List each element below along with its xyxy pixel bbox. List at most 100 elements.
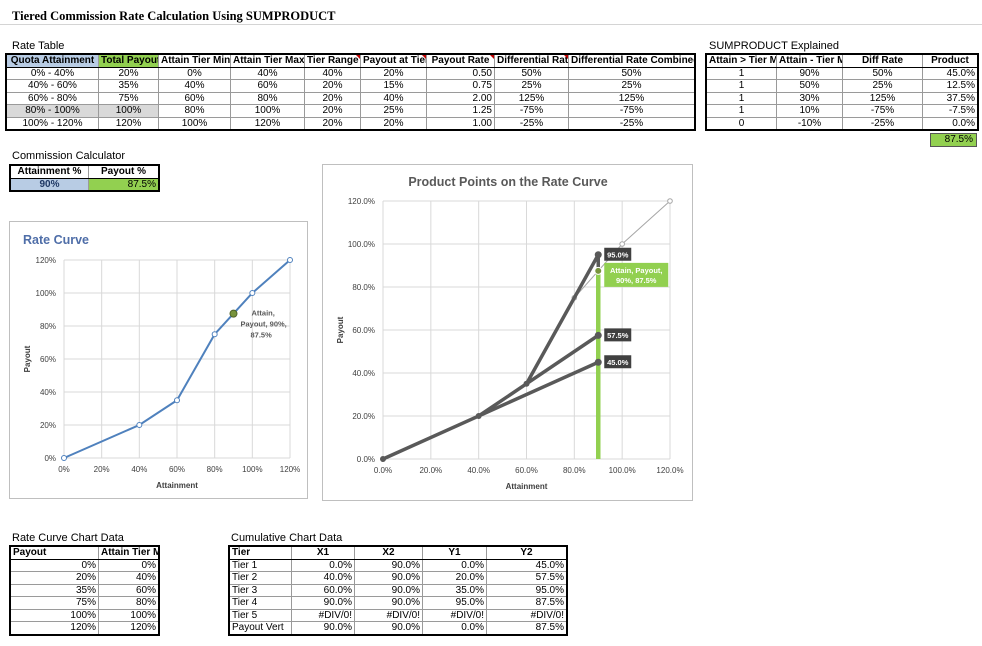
cumulative-data-cell[interactable]: 90.0% xyxy=(291,621,355,635)
rate-table-cell[interactable]: 60% xyxy=(158,91,231,105)
rate-table-cell[interactable]: 20% xyxy=(360,66,427,80)
cumulative-data-cell[interactable]: Payout Vert xyxy=(229,621,292,635)
rate-table-cell[interactable]: 20% xyxy=(304,104,361,118)
rate-table-cell[interactable]: 40% xyxy=(360,91,427,105)
cumulative-data-cell[interactable]: 95.0% xyxy=(422,596,487,610)
rate-table-cell[interactable]: 20% xyxy=(98,66,159,80)
sumproduct-cell[interactable]: 1 xyxy=(706,91,777,105)
rate-table-cell[interactable]: 100% xyxy=(158,116,231,130)
cumulative-data-cell[interactable]: 90.0% xyxy=(354,571,423,585)
sumproduct-cell[interactable]: 125% xyxy=(842,91,923,105)
rate-curve-data-cell[interactable]: 80% xyxy=(98,596,159,610)
rate-table-cell[interactable]: 0% - 40% xyxy=(6,66,99,80)
cumulative-data-cell[interactable]: #DIV/0! xyxy=(422,608,487,622)
cumulative-data-cell[interactable]: Tier 4 xyxy=(229,596,292,610)
rate-table-cell[interactable]: 25% xyxy=(568,79,695,93)
cumulative-data-cell[interactable]: 60.0% xyxy=(291,583,355,597)
rate-table-cell[interactable]: 15% xyxy=(360,79,427,93)
rate-table-cell[interactable]: -25% xyxy=(494,116,569,130)
rate-table-cell[interactable]: 0.50 xyxy=(426,66,495,80)
sumproduct-cell[interactable]: -10% xyxy=(776,116,843,130)
rate-table-cell[interactable]: 40% - 60% xyxy=(6,79,99,93)
sumproduct-cell[interactable]: -75% xyxy=(842,104,923,118)
cumulative-data-cell[interactable]: 0.0% xyxy=(422,558,487,572)
rate-curve-data-cell[interactable]: 0% xyxy=(98,558,159,572)
rate-table-cell[interactable]: 80% xyxy=(158,104,231,118)
cumulative-data-cell[interactable]: #DIV/0! xyxy=(486,608,567,622)
rate-table-cell[interactable]: 50% xyxy=(568,66,695,80)
rate-table-cell[interactable]: 0.75 xyxy=(426,79,495,93)
cumulative-data-cell[interactable]: #DIV/0! xyxy=(291,608,355,622)
sumproduct-cell[interactable]: 0.0% xyxy=(922,116,978,130)
rate-curve-data-cell[interactable]: 75% xyxy=(10,596,99,610)
rate-table-cell[interactable]: 120% xyxy=(98,116,159,130)
rate-table-cell[interactable]: -75% xyxy=(494,104,569,118)
rate-table-cell[interactable]: 20% xyxy=(360,116,427,130)
sumproduct-cell[interactable]: 1 xyxy=(706,104,777,118)
cumulative-data-cell[interactable]: 0.0% xyxy=(422,621,487,635)
rate-curve-data-cell[interactable]: 60% xyxy=(98,583,159,597)
rate-table-cell[interactable]: 40% xyxy=(158,79,231,93)
rate-table-cell[interactable]: 75% xyxy=(98,91,159,105)
rate-table-cell[interactable]: 100% - 120% xyxy=(6,116,99,130)
sumproduct-cell[interactable]: 1 xyxy=(706,66,777,80)
cumulative-data-cell[interactable]: Tier 3 xyxy=(229,583,292,597)
sumproduct-cell[interactable]: 12.5% xyxy=(922,79,978,93)
rate-curve-data-cell[interactable]: 35% xyxy=(10,583,99,597)
sumproduct-cell[interactable]: 10% xyxy=(776,104,843,118)
rate-table-cell[interactable]: 120% xyxy=(230,116,305,130)
rate-table-cell[interactable]: 100% xyxy=(230,104,305,118)
sumproduct-cell[interactable]: 0 xyxy=(706,116,777,130)
sumproduct-cell[interactable]: 37.5% xyxy=(922,91,978,105)
rate-curve-data-cell[interactable]: 120% xyxy=(10,621,99,635)
rate-table-cell[interactable]: 50% xyxy=(494,66,569,80)
rate-table-cell[interactable]: 125% xyxy=(568,91,695,105)
sumproduct-cell[interactable]: 50% xyxy=(776,79,843,93)
cumulative-data-cell[interactable]: 87.5% xyxy=(486,596,567,610)
rate-curve-data-cell[interactable]: 0% xyxy=(10,558,99,572)
rate-table-cell[interactable]: 0% xyxy=(158,66,231,80)
cumulative-data-cell[interactable]: 0.0% xyxy=(291,558,355,572)
sumproduct-cell[interactable]: 50% xyxy=(842,66,923,80)
cumulative-data-cell[interactable]: 45.0% xyxy=(486,558,567,572)
cumulative-data-cell[interactable]: 90.0% xyxy=(354,596,423,610)
cumulative-data-cell[interactable]: #DIV/0! xyxy=(354,608,423,622)
rate-curve-data-cell[interactable]: 100% xyxy=(10,608,99,622)
cumulative-data-cell[interactable]: 40.0% xyxy=(291,571,355,585)
cumulative-data-cell[interactable]: 90.0% xyxy=(354,558,423,572)
rate-table-cell[interactable]: 35% xyxy=(98,79,159,93)
rate-table-cell[interactable]: 25% xyxy=(494,79,569,93)
rate-table-cell[interactable]: 20% xyxy=(304,91,361,105)
rate-table-cell[interactable]: 1.00 xyxy=(426,116,495,130)
rate-curve-data-cell[interactable]: 100% xyxy=(98,608,159,622)
sumproduct-cell[interactable]: 1 xyxy=(706,79,777,93)
rate-table-cell[interactable]: 80% xyxy=(230,91,305,105)
cumulative-data-cell[interactable]: 87.5% xyxy=(486,621,567,635)
sumproduct-cell[interactable]: -7.5% xyxy=(922,104,978,118)
rate-table-cell[interactable]: 20% xyxy=(304,79,361,93)
rate-table-cell[interactable]: 1.25 xyxy=(426,104,495,118)
cumulative-data-cell[interactable]: Tier 1 xyxy=(229,558,292,572)
sumproduct-cell[interactable]: 45.0% xyxy=(922,66,978,80)
rate-table-cell[interactable]: 40% xyxy=(304,66,361,80)
sumproduct-cell[interactable]: -25% xyxy=(842,116,923,130)
rate-table-cell[interactable]: 20% xyxy=(304,116,361,130)
cumulative-data-cell[interactable]: 95.0% xyxy=(486,583,567,597)
rate-table-cell[interactable]: 2.00 xyxy=(426,91,495,105)
sumproduct-cell[interactable]: 90% xyxy=(776,66,843,80)
cumulative-data-cell[interactable]: 35.0% xyxy=(422,583,487,597)
cumulative-data-cell[interactable]: 90.0% xyxy=(354,621,423,635)
rate-table-cell[interactable]: 80% - 100% xyxy=(6,104,99,118)
cumulative-data-cell[interactable]: 57.5% xyxy=(486,571,567,585)
rate-curve-data-cell[interactable]: 40% xyxy=(98,571,159,585)
cumulative-data-cell[interactable]: 90.0% xyxy=(354,583,423,597)
sumproduct-cell[interactable]: 25% xyxy=(842,79,923,93)
rate-table-cell[interactable]: 60% xyxy=(230,79,305,93)
rate-table-cell[interactable]: 60% - 80% xyxy=(6,91,99,105)
rate-table-cell[interactable]: -75% xyxy=(568,104,695,118)
rate-table-cell[interactable]: 25% xyxy=(360,104,427,118)
rate-curve-data-cell[interactable]: 120% xyxy=(98,621,159,635)
rate-table-cell[interactable]: 125% xyxy=(494,91,569,105)
cumulative-data-cell[interactable]: 20.0% xyxy=(422,571,487,585)
cumulative-data-cell[interactable]: Tier 2 xyxy=(229,571,292,585)
